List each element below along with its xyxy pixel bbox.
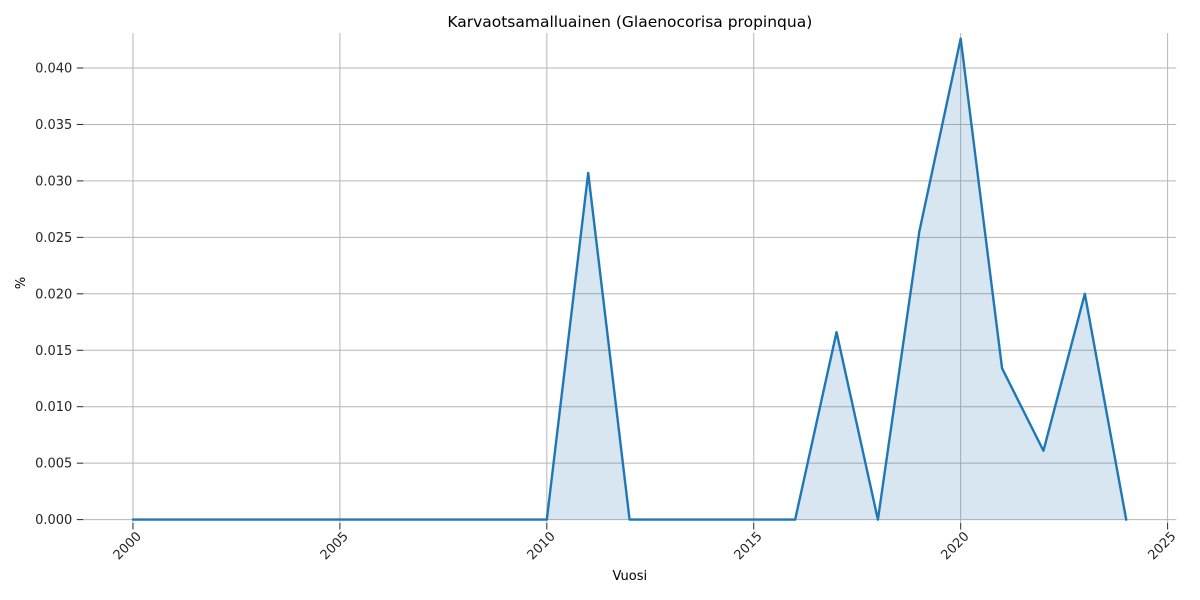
y-tick-label: 0.035 [35,118,72,133]
grid-layer [83,33,1177,523]
y-tick-label: 0.030 [35,174,72,189]
y-tick-label: 0.025 [35,231,72,246]
x-tick-label: 2015 [732,529,766,563]
y-tick-label: 0.015 [35,344,72,359]
x-tick-label: 2010 [525,529,559,563]
x-tick-label: 2000 [111,529,145,563]
area-fill [132,38,1127,520]
y-tick-label: 0.005 [35,457,72,472]
x-tick-label: 2025 [1145,529,1179,563]
y-tick-label: 0.040 [35,62,72,77]
data-series-layer [131,37,1128,521]
data-line [131,37,1128,521]
y-tick-label: 0.020 [35,287,72,302]
x-tick-label: 2020 [939,529,973,563]
x-tick-label: 2005 [318,529,352,563]
x-axis-label: Vuosi [613,569,648,584]
chart-title: Karvaotsamalluainen (Glaenocorisa propin… [447,13,812,31]
y-tick-label: 0.000 [35,513,72,528]
y-tick-label: 0.010 [35,400,72,415]
y-axis-label: % [14,277,29,289]
